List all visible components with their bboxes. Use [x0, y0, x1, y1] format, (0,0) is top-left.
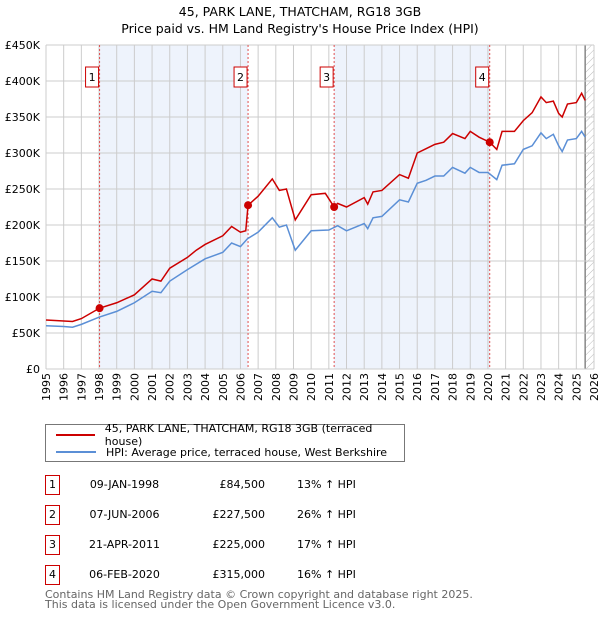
- x-tick-label: 2004: [199, 373, 212, 401]
- transaction-row: 3 21-APR-2011 £225,000 17% ↑ HPI: [45, 535, 445, 555]
- sale-point: [330, 203, 339, 211]
- x-tick-label: 2015: [394, 373, 407, 401]
- chart-title: 45, PARK LANE, THATCHAM, RG18 3GB: [178, 4, 422, 19]
- transaction-hpi: 26% ↑ HPI: [297, 508, 356, 521]
- x-tick-label: 2006: [234, 373, 247, 401]
- y-tick-label: £400K: [5, 75, 41, 88]
- x-tick-label: 2013: [358, 373, 371, 401]
- transaction-row: 4 06-FEB-2020 £315,000 16% ↑ HPI: [45, 565, 445, 585]
- y-tick-label: £100K: [5, 291, 41, 304]
- footer-line2: This data is licensed under the Open Gov…: [45, 598, 396, 611]
- x-tick-label: 2026: [588, 373, 600, 401]
- y-tick-label: £200K: [5, 219, 41, 232]
- sale-point: [485, 138, 494, 147]
- x-tick-label: 2005: [217, 373, 230, 401]
- x-tick-label: 2019: [464, 373, 477, 401]
- sale-label: 1: [89, 71, 96, 84]
- x-tick-label: 2007: [252, 373, 265, 401]
- y-tick-label: £250K: [5, 183, 41, 196]
- sale-label-box: [233, 66, 248, 88]
- x-tick-label: 2002: [164, 373, 177, 401]
- sale-label: 3: [323, 71, 330, 84]
- x-tick-label: 2014: [376, 373, 389, 401]
- x-tick-label: 2024: [553, 373, 566, 401]
- sale-point: [244, 201, 253, 210]
- x-tick-label: 1996: [58, 373, 71, 401]
- sale-label-box: [85, 66, 100, 88]
- x-tick-label: 1995: [40, 373, 53, 401]
- x-tick-label: 2000: [128, 373, 141, 401]
- x-tick-label: 2012: [341, 373, 354, 401]
- y-tick-label: £150K: [5, 255, 41, 268]
- forecast-hatch: [585, 45, 594, 369]
- y-tick-label: £0: [26, 363, 40, 376]
- x-tick-label: 1999: [111, 373, 124, 401]
- x-tick-label: 2001: [146, 373, 159, 401]
- x-tick-label: 2016: [411, 373, 424, 401]
- legend: 45, PARK LANE, THATCHAM, RG18 3GB (terra…: [45, 422, 405, 462]
- transaction-hpi: 13% ↑ HPI: [297, 478, 356, 491]
- price-chart: 1995 1996 1997 1998 1999 2000 2001 2002 2003 2004…: [5, 39, 600, 401]
- transaction-price: £315,000: [212, 568, 266, 581]
- transaction-number: 3: [45, 535, 60, 555]
- x-tick-label: 2011: [323, 373, 336, 401]
- footer-line1: Contains HM Land Registry data © Crown c…: [45, 588, 473, 601]
- shaded-range: [99, 45, 249, 369]
- transaction-price: £227,500: [212, 508, 266, 521]
- x-tick-label: 2023: [535, 373, 548, 401]
- transaction-price: £225,000: [212, 538, 266, 551]
- transaction-number: 1: [45, 475, 60, 495]
- sale-label-box: [319, 66, 334, 88]
- transaction-number: 2: [45, 505, 60, 525]
- transaction-hpi: 16% ↑ HPI: [297, 568, 356, 581]
- x-tick-label: 2017: [429, 373, 442, 401]
- transaction-row: 2 07-JUN-2006 £227,500 26% ↑ HPI: [45, 505, 445, 525]
- x-tick-label: 2010: [305, 373, 318, 401]
- legend-red-line: [56, 434, 95, 436]
- x-tick-label: 1997: [75, 373, 88, 401]
- sale-label: 2: [237, 71, 244, 84]
- sale-label-box: [475, 66, 490, 88]
- transaction-number: 4: [45, 565, 60, 585]
- x-tick-label: 2025: [570, 373, 583, 401]
- transaction-price: £84,500: [219, 478, 266, 491]
- legend-red-label: 45, PARK LANE, THATCHAM, RG18 3GB (terra…: [104, 422, 373, 448]
- sale-label: 4: [479, 71, 486, 84]
- chart-subtitle: Price paid vs. HM Land Registry's House …: [121, 21, 479, 36]
- transaction-date: 06-FEB-2020: [89, 568, 160, 581]
- x-tick-label: 2003: [181, 373, 194, 401]
- x-tick-label: 1998: [93, 373, 106, 401]
- x-tick-label: 2022: [517, 373, 530, 401]
- transaction-date: 21-APR-2011: [88, 538, 161, 551]
- x-tick-label: 2018: [447, 373, 460, 401]
- y-tick-label: £450K: [5, 39, 41, 52]
- transaction-row: 1 09-JAN-1998 £84,500 13% ↑ HPI: [45, 475, 445, 495]
- x-tick-label: 2021: [500, 373, 513, 401]
- x-tick-label: 2020: [482, 373, 495, 401]
- y-tick-label: £300K: [5, 147, 41, 160]
- series-line: [45, 91, 586, 323]
- transaction-date: 09-JAN-1998: [89, 478, 160, 491]
- transaction-date: 07-JUN-2006: [89, 508, 160, 521]
- x-tick-label: 2009: [287, 373, 300, 401]
- y-tick-label: £50K: [12, 327, 41, 340]
- y-tick-label: £350K: [5, 111, 41, 124]
- transaction-hpi: 17% ↑ HPI: [297, 538, 356, 551]
- legend-blue-line: [56, 451, 96, 453]
- series-line: [45, 130, 586, 328]
- x-tick-label: 2008: [270, 373, 283, 401]
- footer: Contains HM Land Registry data © Crown c…: [45, 588, 473, 611]
- shaded-range: [334, 45, 490, 369]
- legend-blue-label: HPI: Average price, terraced house, West…: [106, 445, 388, 459]
- sale-point: [95, 304, 104, 313]
